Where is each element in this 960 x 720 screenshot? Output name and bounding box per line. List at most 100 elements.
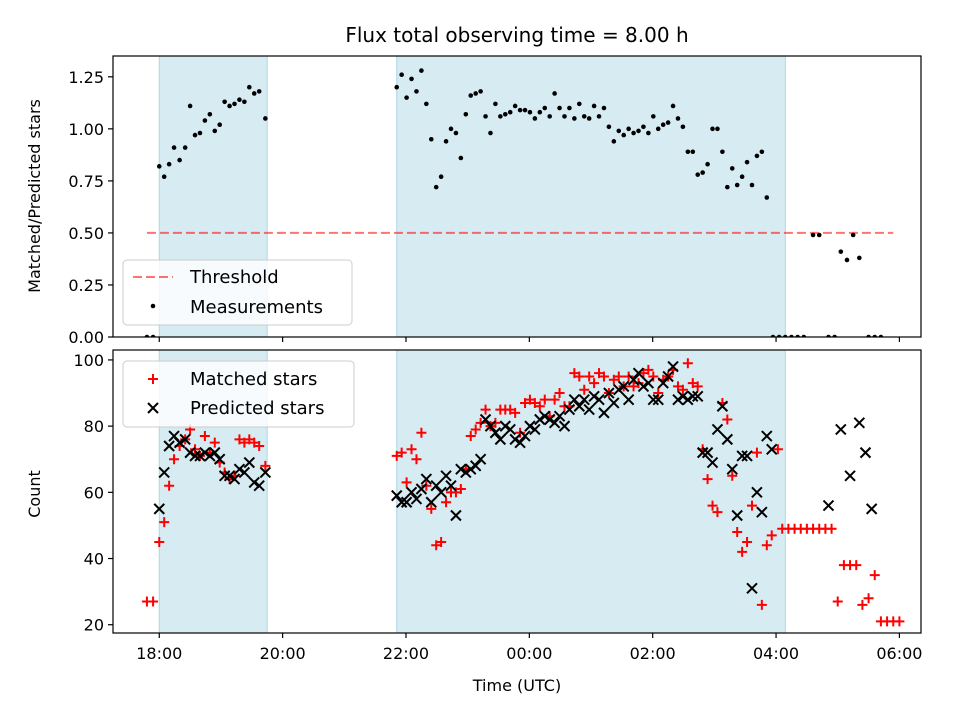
measurement-point (247, 84, 252, 90)
measurement-point (212, 128, 218, 134)
predicted-point (844, 470, 856, 482)
matched-point (190, 444, 201, 455)
predicted-point (539, 410, 551, 422)
predicted-point (395, 496, 408, 508)
matched-point (490, 417, 501, 428)
matched-point (515, 427, 526, 438)
predicted-point (617, 380, 630, 393)
x-tick-label: 22:00 (383, 644, 429, 663)
matched-point (421, 480, 432, 491)
measurement-point (572, 116, 577, 121)
bottom-legend: Matched stars Predicted stars (122, 360, 355, 428)
measurement-point (626, 126, 631, 132)
predicted-point (425, 496, 437, 508)
matched-point (869, 570, 880, 581)
matched-point (549, 394, 560, 405)
matched-point (623, 371, 634, 382)
measurement-point (606, 124, 612, 130)
measurement-point (636, 128, 641, 134)
measurement-point (399, 72, 404, 78)
predicted-point (721, 433, 734, 446)
measurement-point (857, 255, 862, 261)
axes-frame (112, 55, 922, 338)
matched-point (756, 599, 767, 610)
measurement-point (665, 120, 671, 125)
predicted-point (756, 506, 768, 518)
axes-frame (112, 349, 922, 634)
matched-point (598, 371, 609, 382)
matched-point (209, 437, 220, 448)
predicted-point (529, 423, 541, 436)
matched-point (510, 407, 521, 418)
matched-point (169, 454, 180, 465)
matched-point (682, 358, 693, 369)
predicted-point (598, 407, 610, 419)
predicted-point (736, 450, 748, 462)
predicted-point (746, 582, 758, 595)
y-tick-label: 1.25 (68, 68, 104, 87)
predicted-point (716, 400, 729, 412)
matched-point (677, 384, 688, 395)
predicted-point (667, 360, 679, 373)
plot-area (141, 350, 905, 633)
predicted-point (450, 509, 462, 522)
measurement-point (419, 68, 424, 73)
matched-point (746, 500, 757, 511)
measurement-point (700, 170, 705, 175)
measurement-point (488, 130, 493, 136)
chart-title: Flux total observing time = 8.00 h (345, 23, 688, 47)
measurement-point (670, 103, 676, 109)
predicted-point (484, 420, 497, 432)
predicted-point (652, 393, 664, 406)
predicted-point (687, 390, 699, 403)
measurement-point (232, 101, 237, 107)
measurement-point (512, 103, 518, 109)
predicted-point (627, 374, 640, 386)
measurement-point (715, 126, 720, 132)
predicted-point (514, 436, 526, 449)
measurement-point (156, 164, 162, 169)
matched-point (737, 546, 748, 557)
predicted-point (751, 486, 763, 499)
matched-point (613, 371, 624, 382)
measurement-point (207, 111, 213, 117)
matched-point (199, 431, 210, 442)
measurement-point (611, 139, 617, 144)
predicted-point (400, 496, 413, 508)
predicted-point (179, 433, 191, 446)
predicted-point (647, 393, 660, 406)
predicted-point (153, 503, 165, 515)
measurement-point (734, 182, 740, 188)
predicted-point (558, 420, 571, 432)
measurement-point (675, 116, 681, 121)
predicted-point (573, 400, 586, 412)
measurement-point (217, 122, 223, 127)
matched-point (832, 596, 843, 607)
predicted-point (504, 423, 516, 436)
measurement-point (237, 97, 242, 103)
matched-point (643, 364, 654, 375)
measurement-point (468, 93, 474, 98)
predicted-point (524, 420, 536, 432)
matched-point (260, 460, 271, 471)
predicted-point (213, 453, 226, 465)
predicted-point (662, 370, 674, 383)
measurement-point (394, 84, 400, 90)
predicted-point (509, 433, 521, 446)
measurement-point (182, 145, 188, 150)
matched-point (722, 414, 733, 425)
measurement-point (522, 107, 528, 113)
predicted-point (415, 483, 428, 495)
y-tick-label: 60 (84, 483, 104, 502)
predicted-point (657, 377, 669, 389)
matched-point (584, 371, 595, 382)
matched-point (436, 536, 447, 547)
matched-point (154, 536, 165, 547)
matched-point (766, 530, 777, 541)
legend-threshold-label: Threshold (189, 267, 279, 288)
predicted-point (238, 466, 251, 479)
measurement-point (473, 91, 478, 96)
y-tick-label: 0.50 (68, 224, 104, 243)
measurement-point (660, 122, 666, 127)
